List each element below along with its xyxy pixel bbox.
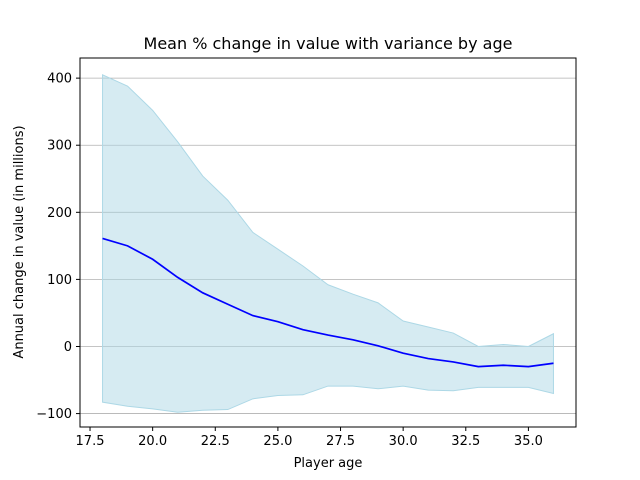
chart-title: Mean % change in value with variance by …: [144, 34, 513, 53]
y-tick-label-3: 200: [47, 206, 72, 221]
y-tick-label-2: 100: [47, 273, 72, 288]
y-axis-label: Annual change in value (in millions): [12, 125, 27, 358]
x-tick-label-3: 25.0: [263, 434, 292, 449]
y-tick-label-0: −100: [36, 407, 72, 422]
x-tick-label-0: 17.5: [76, 434, 105, 449]
x-tick-label-1: 20.0: [138, 434, 167, 449]
x-tick-label-7: 35.0: [514, 434, 543, 449]
x-tick-label-4: 27.5: [326, 434, 355, 449]
x-tick-label-5: 30.0: [389, 434, 418, 449]
mean-series-line: [102, 237, 554, 368]
x-axis: 17.5 20.0 22.5 25.0 27.5 30.0 32.5 35.0: [76, 427, 543, 449]
y-tick-label-4: 300: [47, 139, 72, 154]
variance-band-area: [102, 73, 554, 413]
x-tick-label-2: 22.5: [201, 434, 230, 449]
variance-band: [102, 73, 554, 413]
y-tick-label-5: 400: [47, 72, 72, 87]
plot-frame: [79, 57, 577, 428]
mean-line: [102, 237, 554, 368]
y-axis: −100 0 100 200 300 400: [36, 72, 80, 422]
y-tick-label-1: 0: [64, 340, 72, 355]
x-axis-label: Player age: [294, 456, 363, 471]
x-tick-label-6: 32.5: [451, 434, 480, 449]
